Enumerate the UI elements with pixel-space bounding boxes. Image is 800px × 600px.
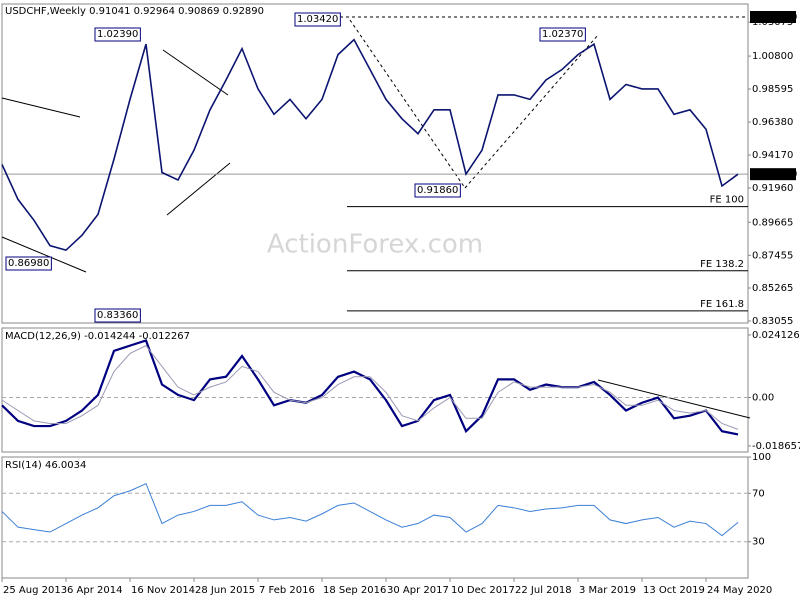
marker-label: 0.92890	[756, 169, 797, 180]
y-tick-label: 30	[752, 537, 765, 548]
y-tick-label: 1.00800	[752, 51, 793, 62]
trendline	[162, 49, 229, 96]
series-line	[1, 38, 739, 252]
macd-panel	[1, 327, 749, 453]
y-tick-label: 0.89665	[752, 217, 793, 228]
rsi-panel	[1, 456, 749, 579]
y-tick-label: -0.018657	[752, 441, 800, 452]
trendline	[464, 34, 599, 189]
annotation: 0.86980	[8, 258, 49, 269]
annotation: 1.02390	[97, 29, 138, 40]
fib-label: FE 161.8	[700, 299, 744, 310]
y-tick-label: 0.91960	[752, 183, 793, 194]
price-panel	[1, 3, 749, 324]
annotation: 0.83360	[97, 310, 138, 321]
x-tick-label: 3 Mar 2019	[579, 585, 636, 596]
series-line	[1, 345, 739, 430]
trendline	[1, 97, 81, 118]
annotation-box	[294, 12, 341, 27]
annotation: 0.91860	[417, 185, 458, 196]
marker-box	[750, 168, 796, 181]
macd-title: MACD(12,26,9) -0.014244 -0.012267	[5, 331, 190, 342]
x-tick-label: 25 Aug 2013	[3, 585, 67, 596]
trendline	[597, 379, 751, 419]
trendline	[1, 236, 87, 273]
trendlines	[1, 19, 751, 419]
trendline	[166, 162, 231, 216]
series-line	[1, 482, 739, 537]
y-tick-label: 0.96380	[752, 117, 793, 128]
x-tick-label: 13 Oct 2019	[643, 585, 705, 596]
y-tick-label: 0.00	[752, 393, 774, 404]
series-line	[1, 339, 739, 436]
x-tick-label: 6 Apr 2014	[67, 585, 122, 596]
fib-label: FE 138.2	[700, 259, 744, 270]
x-tick-label: 24 May 2020	[707, 585, 772, 596]
annotation-box	[539, 27, 586, 42]
annotation-box	[94, 308, 141, 323]
x-tick-label: 18 Sep 2016	[323, 585, 386, 596]
x-tick-label: 10 Dec 2017	[451, 585, 515, 596]
annotation-box	[5, 256, 52, 271]
annotation: 1.02370	[542, 29, 583, 40]
annotation: 1.03420	[297, 14, 338, 25]
x-tick-label: 22 Jul 2018	[515, 585, 572, 596]
annotation-box	[94, 27, 141, 42]
trendline	[349, 19, 466, 189]
y-tick-label: 0.024126	[752, 330, 800, 341]
watermark: ActionForex.com	[267, 230, 483, 260]
annotation-box	[414, 183, 461, 198]
x-tick-label: 16 Nov 2014	[131, 585, 195, 596]
fib-label: FE 100	[710, 195, 744, 206]
marker-box	[750, 10, 796, 23]
y-tick-label: 100	[752, 452, 771, 463]
price-title: USDCHF,Weekly 0.91041 0.92964 0.90869 0.…	[5, 6, 264, 17]
x-tick-label: 7 Feb 2016	[259, 585, 315, 596]
y-tick-label: 0.98595	[752, 84, 793, 95]
y-tick-label: 0.94170	[752, 150, 793, 161]
y-tick-label: 70	[752, 488, 765, 499]
y-tick-label: 0.83055	[752, 316, 793, 327]
x-tick-label: 30 Apr 2017	[387, 585, 449, 596]
y-tick-label: 0.85265	[752, 283, 793, 294]
y-tick-label: 0.87455	[752, 250, 793, 261]
rsi-title: RSI(14) 46.0034	[5, 460, 86, 471]
marker-label: 1.03420	[756, 12, 797, 23]
x-tick-label: 28 Jun 2015	[195, 585, 255, 596]
